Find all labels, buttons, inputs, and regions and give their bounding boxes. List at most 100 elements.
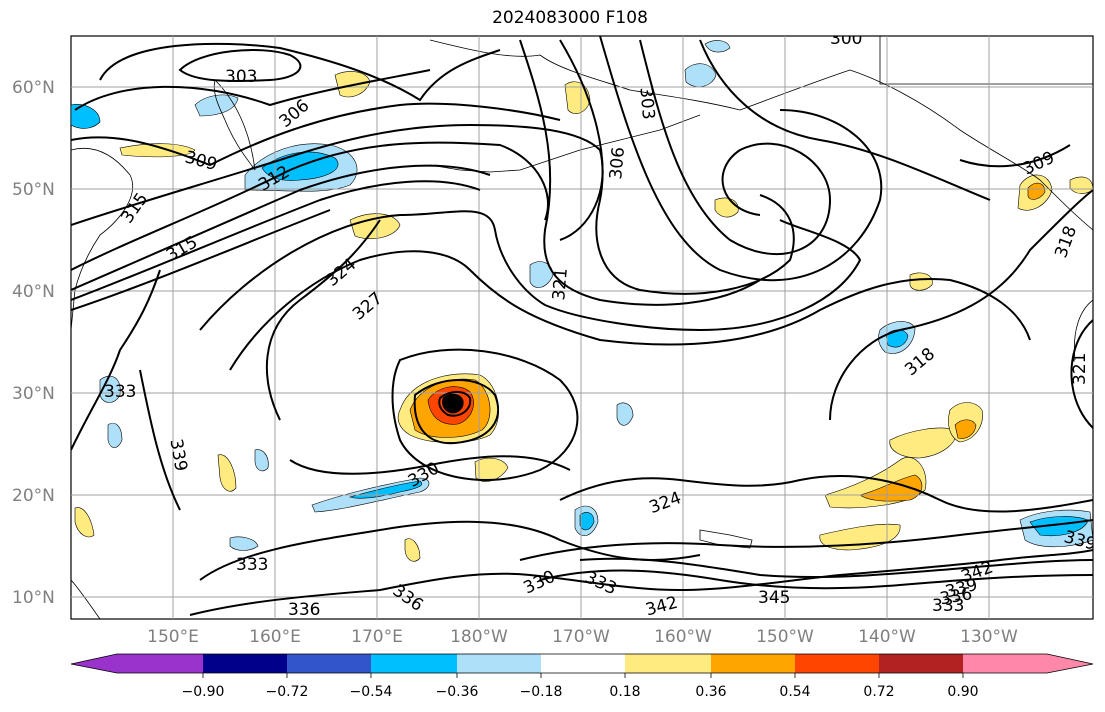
colorbar: −0.90 −0.72 −0.54 −0.36 −0.18 0.18 0.36 … — [70, 653, 1094, 700]
contour-318b — [71, 180, 481, 301]
shade-yellow-w4 — [404, 538, 421, 562]
lon-label: 180°W — [450, 627, 508, 647]
lon-label: 170°E — [351, 627, 403, 647]
shade-blue-n3 — [684, 63, 717, 88]
lat-label: 10°N — [12, 588, 55, 608]
map-title: 2024083000 F108 — [492, 8, 648, 28]
lon-label: 170°W — [552, 627, 610, 647]
coast-hawaii — [699, 529, 753, 549]
contour-label: 321 — [1070, 353, 1090, 385]
colorbar-tick-label: 0.90 — [947, 684, 978, 700]
colorbar-tick-label: 0.54 — [779, 684, 810, 700]
shade-yellow-mid6 — [909, 272, 933, 291]
shade-yellow-mid5 — [714, 197, 739, 218]
lon-label: 140°W — [858, 627, 916, 647]
shade-yellow-e7 — [1069, 176, 1093, 194]
contour-309-e — [959, 144, 1071, 168]
contour-318c — [71, 209, 331, 311]
contour-label-group: 303 306 309 312 315 315 324 327 321 306 … — [104, 29, 1093, 620]
contour-label: 345 — [758, 588, 790, 608]
contour-339-w — [139, 369, 181, 511]
lat-label: 40°N — [12, 282, 55, 302]
colorbar-segment — [117, 654, 203, 673]
contour-typhoon-1 — [391, 348, 579, 481]
contour-345 — [579, 557, 1093, 579]
contour-swirl-1 — [639, 39, 832, 256]
contour-333-w — [71, 269, 161, 451]
shade-blue-mid1 — [529, 261, 554, 288]
colorbar-segment — [287, 654, 371, 673]
colorbar-segment — [203, 654, 287, 673]
contour-east-loop — [1070, 319, 1093, 429]
lat-label: 20°N — [12, 486, 55, 506]
contour-label: 321 — [549, 267, 572, 301]
shade-yellow-w2 — [217, 454, 237, 492]
lon-label: 150°E — [147, 627, 199, 647]
lat-label: 50°N — [12, 180, 55, 200]
colorbar-segment — [879, 654, 963, 673]
contour-324 — [199, 210, 862, 332]
lat-label: 30°N — [12, 384, 55, 404]
colorbar-ticks — [202, 673, 964, 678]
contour-label: 333 — [104, 382, 136, 402]
contour-306-n — [74, 69, 431, 111]
contour-swirl-3 — [599, 36, 883, 282]
contour-303 — [99, 42, 501, 102]
contour-315 — [71, 141, 549, 271]
contour-typhoon-3 — [438, 391, 472, 417]
longitude-labels: 150°E 160°E 170°E 180°W 170°W 160°W 150°… — [147, 627, 1018, 647]
contour-swirl-2 — [699, 39, 991, 201]
coast-canada — [879, 36, 1093, 85]
colorbar-tick-label: −0.72 — [266, 684, 309, 700]
shade-typhoon-core — [442, 393, 464, 414]
colorbar-tick-label: −0.54 — [350, 684, 393, 700]
colorbar-tick-label: 0.36 — [695, 684, 726, 700]
shade-cyan-mid2 — [579, 512, 595, 531]
shade-cyan-band-south — [348, 480, 423, 499]
colorbar-outline — [70, 653, 1094, 674]
contour-342 — [539, 569, 1093, 590]
latitude-labels: 60°N 50°N 40°N 30°N 20°N 10°N — [12, 78, 55, 608]
shade-orange-ak — [1027, 182, 1046, 200]
contour-330-w — [265, 219, 381, 421]
shade-cyan-east — [885, 329, 909, 348]
contour-318-e — [829, 189, 1093, 421]
colorbar-tick-label: −0.90 — [182, 684, 225, 700]
shade-blue-n4 — [704, 40, 731, 53]
shade-blue-nw — [194, 94, 239, 117]
colorbar-segment — [541, 654, 625, 673]
contour-303-loop — [178, 49, 302, 82]
contour-label: 333 — [932, 596, 964, 616]
colorbar-segment — [795, 654, 879, 673]
coast-alaska — [429, 39, 1093, 231]
shade-blue-w7 — [254, 449, 269, 472]
lat-label: 60°N — [12, 78, 55, 98]
contour-318a — [71, 164, 491, 291]
contour-label: 336 — [288, 600, 320, 620]
contour-309 — [71, 102, 561, 167]
shade-east-yellow-2 — [889, 427, 957, 459]
colorbar-extend-min — [71, 654, 117, 673]
colorbar-segment — [457, 654, 541, 673]
contour-336 — [189, 549, 1093, 616]
contour-306-c — [559, 39, 795, 295]
contour-327 — [229, 250, 1031, 371]
contour-label: 303 — [225, 67, 257, 87]
shade-blue-mid3 — [616, 402, 634, 426]
contour-label: 306 — [606, 146, 629, 180]
contour-label: 300 — [830, 29, 862, 49]
coast-kamchatka — [213, 79, 256, 171]
lon-label: 160°W — [654, 627, 712, 647]
colorbar-segment — [371, 654, 457, 673]
shade-orange-ne — [954, 419, 977, 439]
lon-label: 160°E — [249, 627, 301, 647]
colorbar-segment — [963, 654, 1047, 673]
shade-blue-w8 — [229, 536, 259, 551]
shade-yellow-w3 — [74, 507, 95, 538]
colorbar-segment — [625, 654, 711, 673]
lon-label: 130°W — [960, 627, 1018, 647]
shade-blue-w6 — [107, 422, 123, 448]
colorbar-tick-label: −0.36 — [436, 684, 479, 700]
shade-yellow-n2 — [564, 81, 591, 114]
